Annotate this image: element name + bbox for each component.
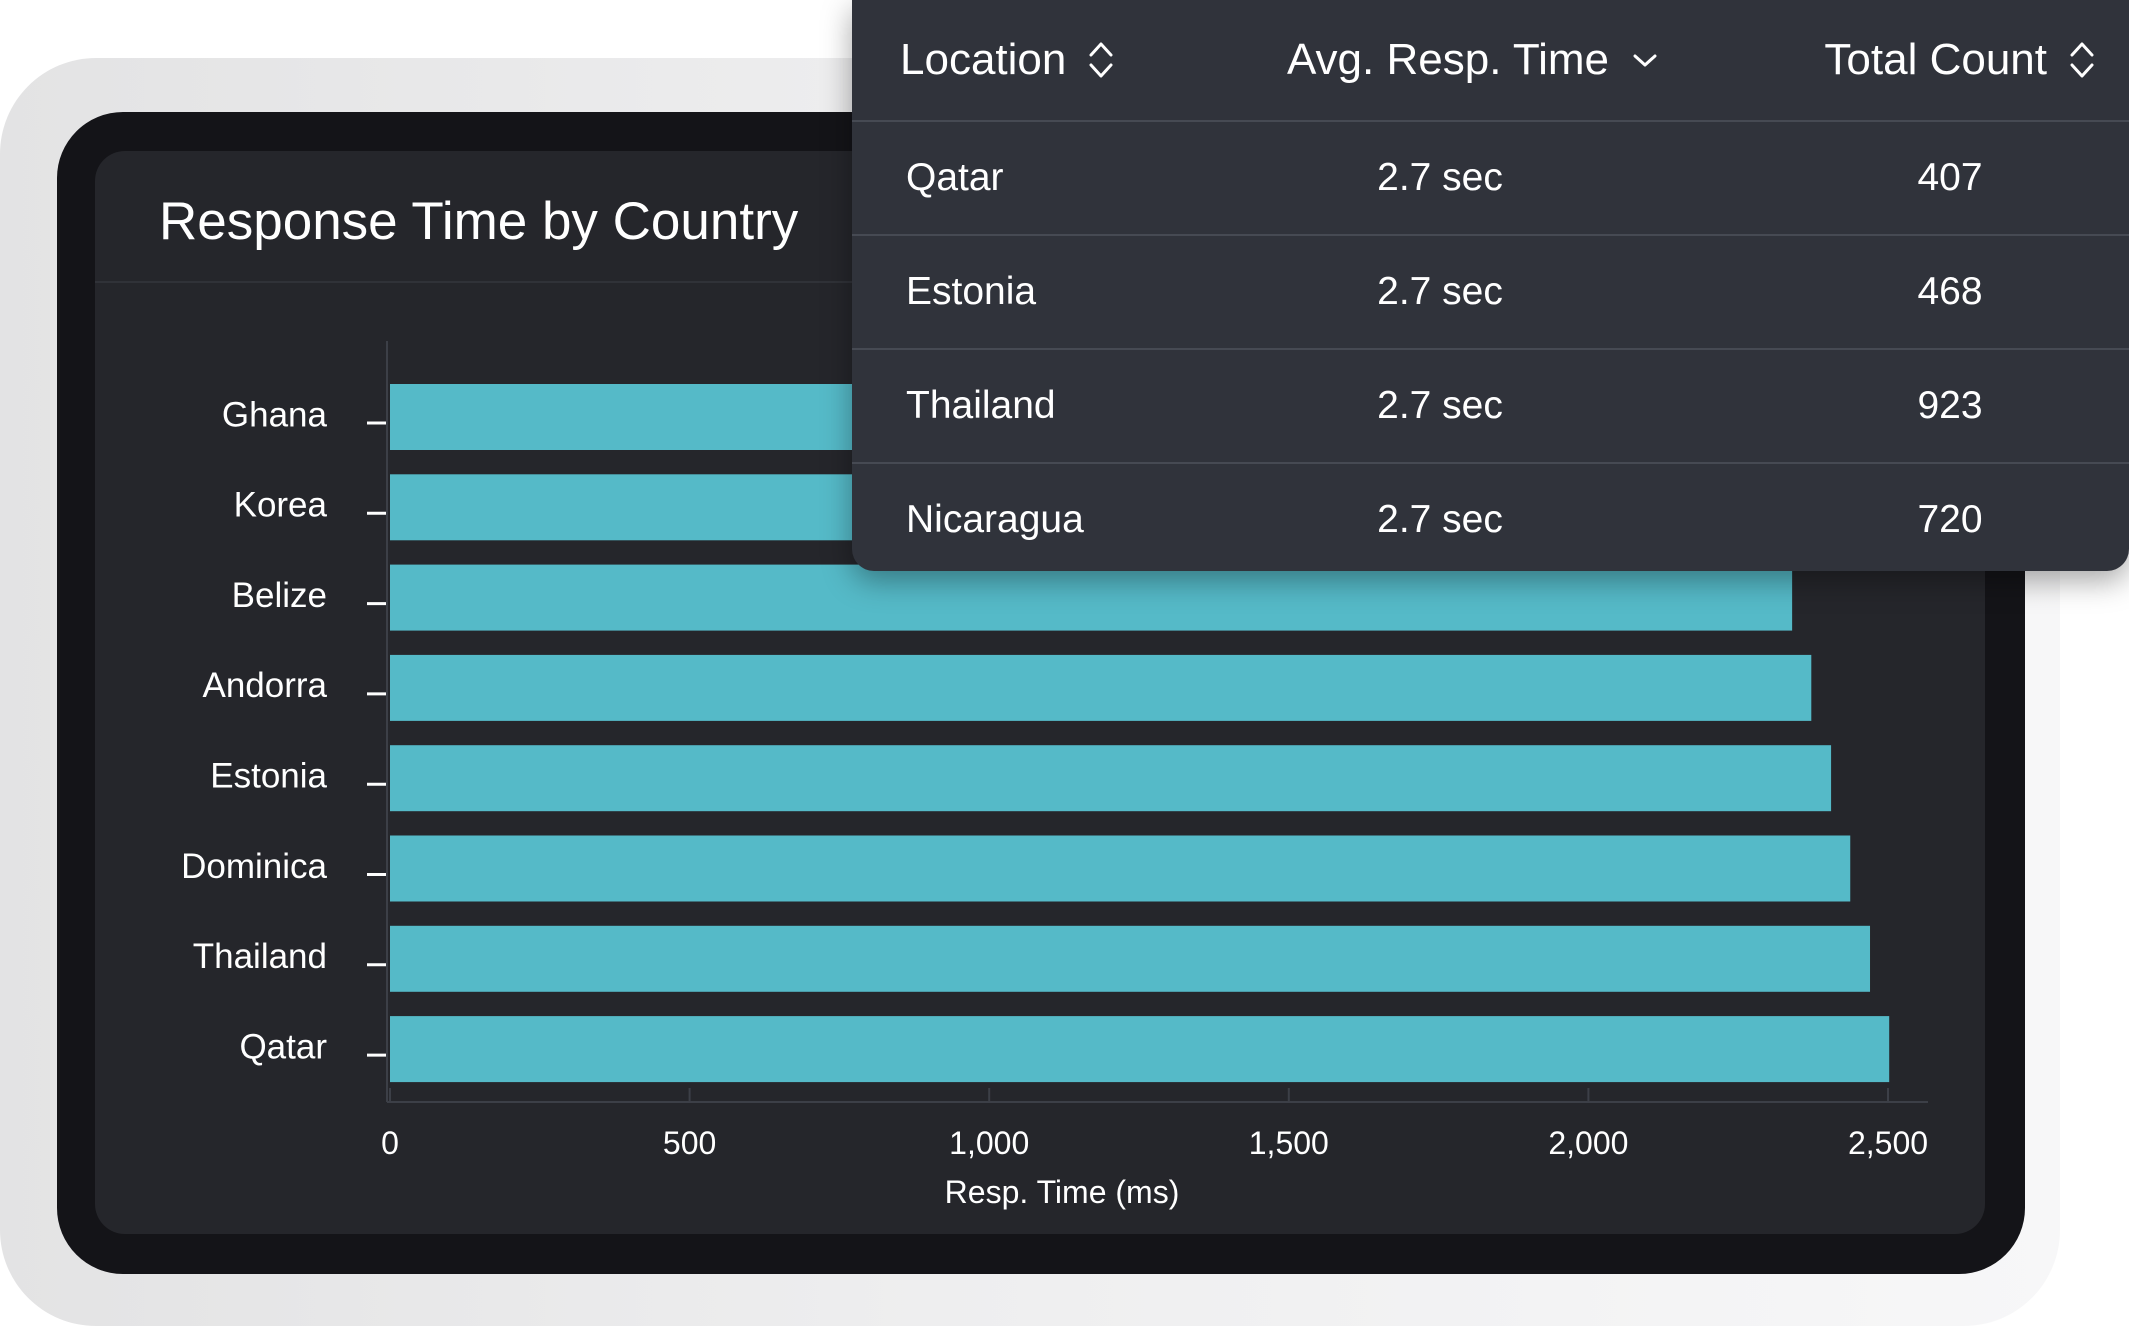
- column-header-label: Total Count: [1824, 35, 2047, 84]
- column-header-total-count[interactable]: Total Count: [1824, 30, 2095, 90]
- chevron-down-icon[interactable]: [1631, 50, 1659, 70]
- bar-estonia: [390, 745, 1832, 812]
- cell-avg-resp-time: 2.7 sec: [1377, 384, 1503, 427]
- y-tick-label: Korea: [234, 486, 328, 525]
- bar-thailand: [390, 925, 1871, 992]
- bar-belize: [390, 564, 1793, 631]
- x-tick-label: 0: [381, 1125, 399, 1161]
- cell-avg-resp-time: 2.7 sec: [1377, 270, 1503, 313]
- row-divider: [852, 234, 2129, 236]
- y-tick-label: Ghana: [222, 395, 328, 434]
- cell-total-count: 720: [1917, 498, 1983, 541]
- y-tick-label: Belize: [232, 576, 327, 615]
- x-tick-label: 1,000: [949, 1125, 1029, 1161]
- sort-updown-icon[interactable]: [2069, 39, 2095, 81]
- table-row[interactable]: Qatar 2.7 sec 407: [852, 122, 2129, 234]
- column-header-avg-resp-time[interactable]: Avg. Resp. Time: [1287, 30, 1659, 90]
- table-row[interactable]: Estonia 2.7 sec 468: [852, 236, 2129, 348]
- cell-total-count: 468: [1917, 270, 1983, 313]
- sort-updown-icon[interactable]: [1088, 39, 1114, 81]
- y-tick-label: Dominica: [181, 847, 327, 886]
- cell-total-count: 923: [1917, 384, 1983, 427]
- x-axis-title: Resp. Time (ms): [945, 1174, 1180, 1210]
- bar-dominica: [390, 835, 1851, 902]
- cell-avg-resp-time: 2.7 sec: [1377, 498, 1503, 541]
- cell-total-count: 407: [1917, 156, 1983, 199]
- table-row[interactable]: Nicaragua 2.7 sec 720: [852, 464, 2129, 571]
- column-header-label: Location: [900, 35, 1067, 84]
- bar-qatar: [390, 1016, 1890, 1083]
- x-tick-label: 2,000: [1548, 1125, 1628, 1161]
- x-tick-label: 1,500: [1249, 1125, 1329, 1161]
- column-header-location[interactable]: Location: [900, 30, 1114, 90]
- y-tick-label: Estonia: [210, 756, 327, 795]
- y-tick-label: Qatar: [239, 1027, 327, 1066]
- cell-location: Thailand: [906, 384, 1056, 427]
- bar-andorra: [390, 654, 1812, 721]
- cell-avg-resp-time: 2.7 sec: [1377, 156, 1503, 199]
- column-header-label: Avg. Resp. Time: [1287, 35, 1609, 84]
- cell-location: Qatar: [906, 156, 1004, 199]
- table-header: Location Avg. Resp. Time Total Count: [852, 0, 2129, 120]
- cell-location: Estonia: [906, 270, 1037, 313]
- chart-title: Response Time by Country: [159, 192, 799, 251]
- response-table-popover: Location Avg. Resp. Time Total Count Qat…: [852, 0, 2129, 571]
- table-row[interactable]: Thailand 2.7 sec 923: [852, 350, 2129, 462]
- row-divider: [852, 348, 2129, 350]
- y-tick-label: Thailand: [193, 937, 327, 976]
- y-tick-label: Andorra: [202, 666, 327, 705]
- x-tick-label: 500: [663, 1125, 716, 1161]
- cell-location: Nicaragua: [906, 498, 1084, 541]
- row-divider: [852, 462, 2129, 464]
- row-divider: [852, 120, 2129, 122]
- x-tick-label: 2,500: [1848, 1125, 1928, 1161]
